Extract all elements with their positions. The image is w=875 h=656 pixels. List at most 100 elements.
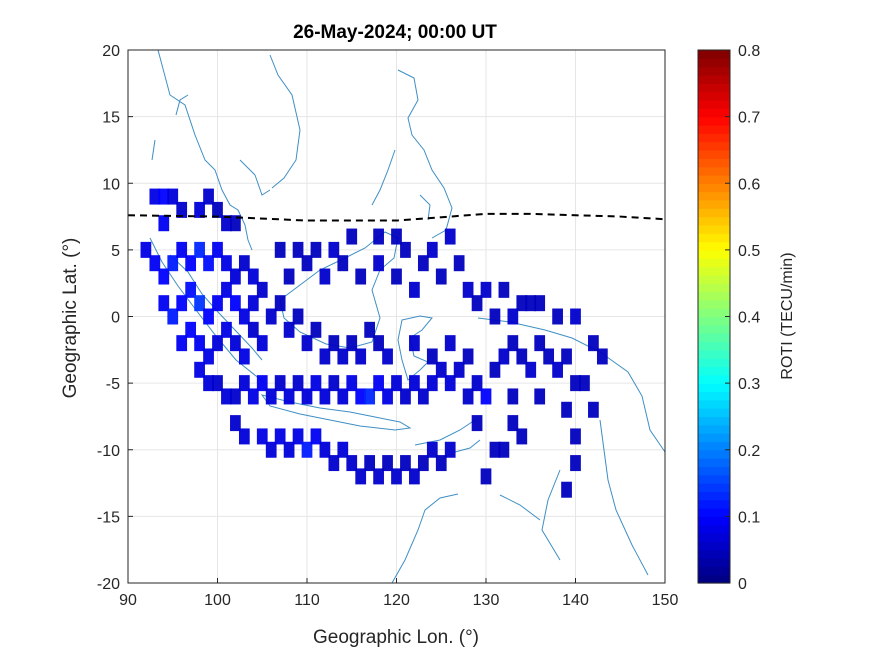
roti-cell [435, 361, 447, 378]
x-tick-label: 150 [652, 592, 679, 609]
roti-cell [364, 388, 376, 405]
colorbar-step [698, 183, 730, 193]
roti-cell [283, 388, 295, 405]
colorbar-step [698, 533, 730, 542]
colorbar-step [698, 474, 730, 484]
colorbar-step [698, 466, 730, 476]
colorbar-step [698, 516, 730, 526]
roti-cell [346, 335, 358, 352]
roti-cell [238, 308, 250, 325]
coastlines [149, 49, 666, 584]
colorbar-step [698, 199, 730, 209]
roti-cell [534, 295, 546, 312]
roti-cell [212, 335, 223, 352]
roti-cell [426, 241, 438, 258]
roti-cell [426, 375, 438, 392]
roti-cell [274, 375, 286, 392]
roti-cell [373, 228, 384, 245]
roti-cell [346, 228, 358, 245]
roti-cell [507, 388, 519, 405]
roti-cell [364, 321, 376, 338]
roti-cell [328, 375, 340, 392]
roti-cell [194, 295, 205, 312]
colorbar-step [698, 133, 730, 143]
roti-cell [409, 375, 420, 392]
colorbar-step [698, 208, 730, 218]
colorbar-step [698, 108, 730, 118]
colorbar-step [698, 283, 730, 293]
colorbar-step [698, 299, 730, 309]
x-tick-label: 90 [119, 592, 137, 609]
colorbar-step [698, 149, 730, 159]
roti-cell [507, 308, 519, 325]
roti-cell [185, 255, 197, 272]
colorbar-step [698, 441, 730, 451]
roti-cell [283, 321, 295, 338]
y-tick-label: 5 [111, 243, 120, 260]
roti-cell [149, 255, 161, 272]
roti-cell [230, 388, 241, 405]
colorbar-step [698, 83, 730, 93]
x-axis-label: Geographic Lon. (°) [313, 627, 479, 648]
colorbar-step [698, 416, 730, 426]
colorbar-step [698, 66, 730, 76]
colorbar-step [698, 408, 730, 418]
roti-cell [194, 201, 205, 218]
colorbar-step [698, 391, 730, 401]
roti-cell [256, 375, 268, 392]
roti-cell [238, 255, 250, 272]
roti-cell [489, 361, 501, 378]
roti-cell [247, 388, 259, 405]
roti-cell [507, 415, 519, 432]
colorbar-step [698, 291, 730, 301]
colorbar-tick-label: 0.5 [738, 243, 760, 260]
roti-cell [417, 388, 429, 405]
roti-cell [256, 335, 268, 352]
roti-cell [570, 375, 581, 392]
colorbar-step [698, 549, 730, 559]
colorbar-step [698, 249, 730, 259]
roti-cell [230, 295, 241, 312]
colorbar-step [698, 358, 730, 368]
colorbar-step [698, 224, 730, 234]
roti-cell [525, 361, 537, 378]
roti-cell [310, 241, 322, 258]
roti-cell [274, 241, 286, 258]
roti-cell [274, 295, 286, 312]
colorbar-step [698, 141, 730, 151]
roti-cell [319, 348, 331, 365]
roti-cell [176, 295, 188, 312]
roti-cell [310, 375, 322, 392]
roti-cell [507, 335, 519, 352]
roti-cell [185, 281, 197, 298]
roti-cell [346, 375, 358, 392]
roti-cell [238, 428, 250, 445]
colorbar-step [698, 158, 730, 168]
roti-cell [498, 281, 510, 298]
roti-cell [337, 441, 349, 458]
colorbar-step [698, 566, 730, 576]
colorbar-step [698, 174, 730, 184]
colorbar-label: ROTI (TECU/min) [779, 252, 796, 379]
roti-cell [364, 455, 376, 472]
roti-cell [525, 295, 537, 312]
magnetic-equator-line [127, 212, 666, 222]
roti-cell [319, 268, 331, 285]
roti-cell [355, 348, 367, 365]
roti-cell [310, 321, 322, 338]
colorbar-step [698, 383, 730, 393]
roti-cell [167, 188, 179, 205]
roti-cell [417, 455, 429, 472]
roti-cell [516, 428, 528, 445]
roti-cell [534, 388, 546, 405]
roti-cell [355, 388, 367, 405]
colorbar-step [698, 324, 730, 334]
roti-cell [462, 348, 474, 365]
roti-cell [328, 241, 340, 258]
roti-cell [221, 388, 232, 405]
roti-cell [274, 428, 286, 445]
roti-cell [346, 455, 358, 472]
roti-cell [203, 375, 214, 392]
colorbar-step [698, 424, 730, 434]
